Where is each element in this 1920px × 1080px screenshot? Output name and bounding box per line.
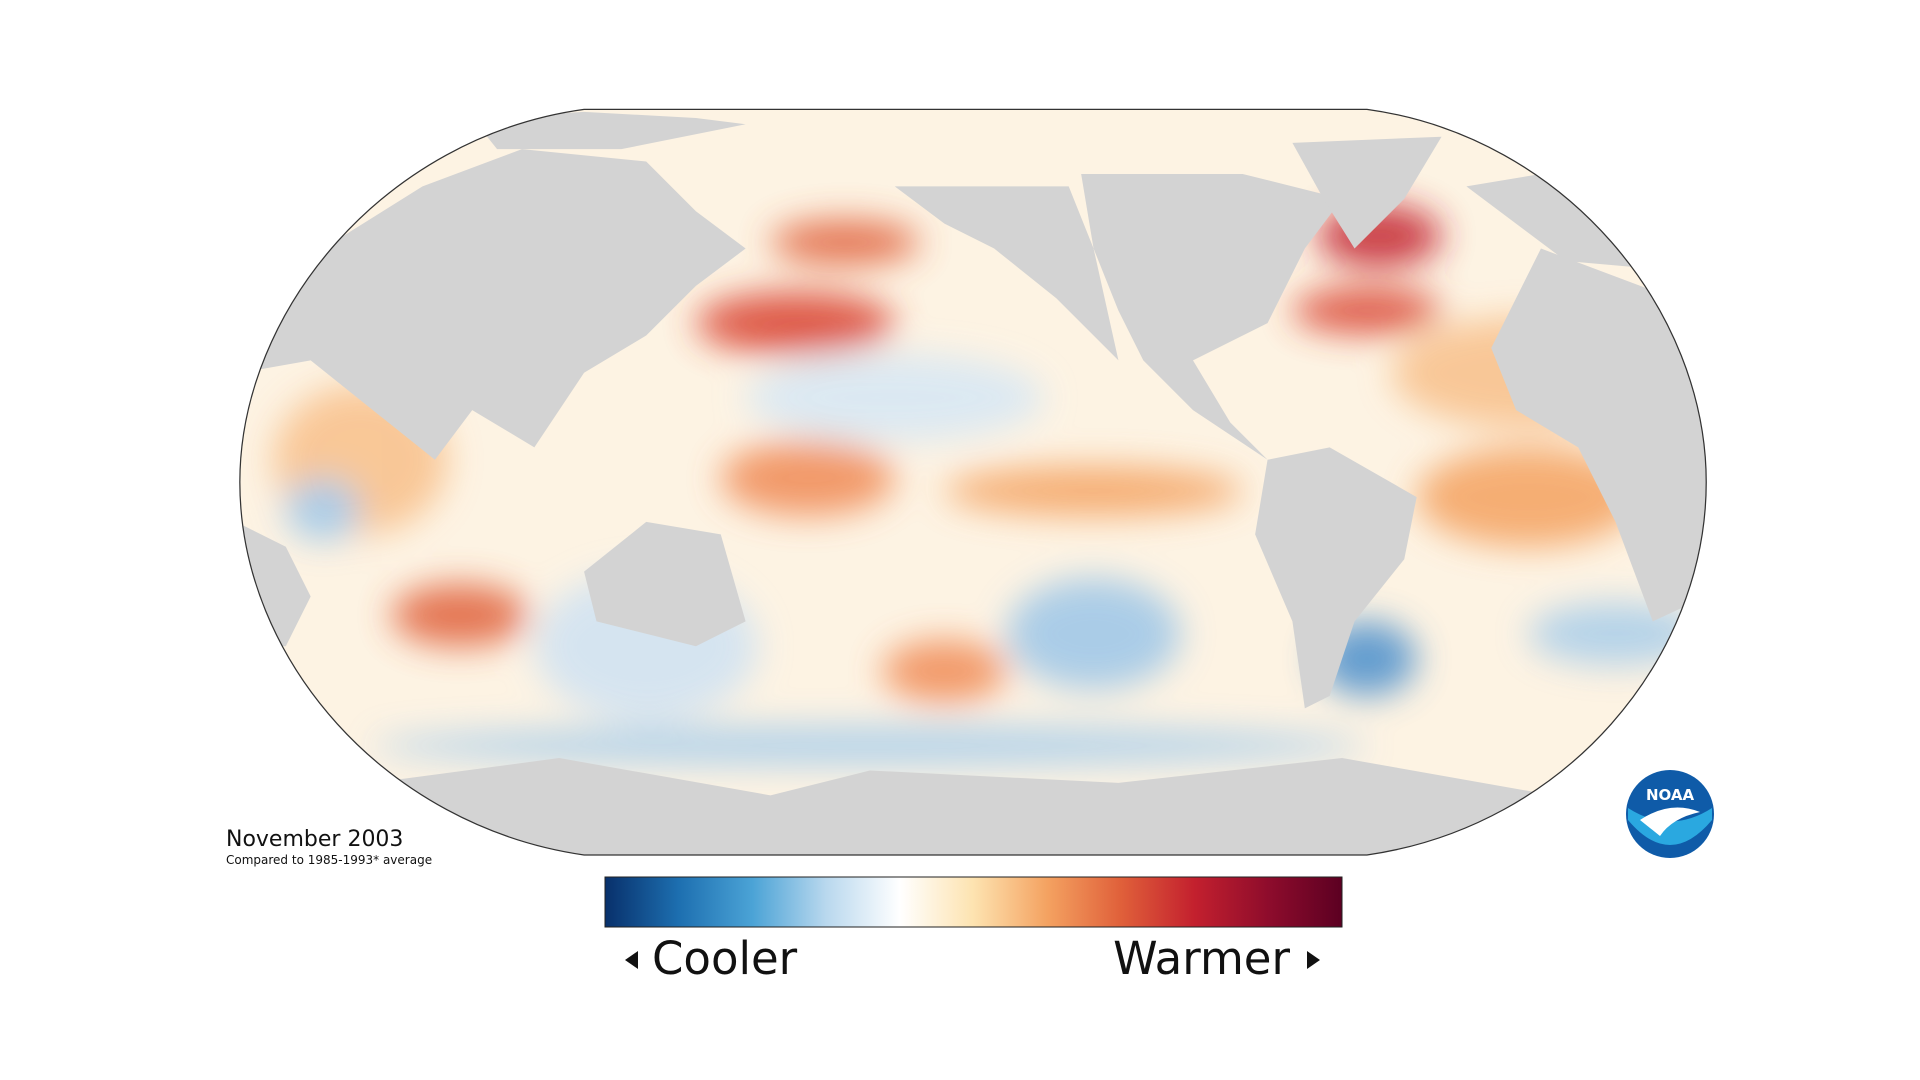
baseline-note: Compared to 1985-1993* average — [226, 853, 432, 867]
warmer-arrow — [1307, 951, 1320, 969]
logo-text: NOAA — [1646, 786, 1695, 804]
land — [239, 111, 1707, 855]
cooler-arrow — [625, 951, 638, 969]
anomaly-field — [273, 205, 1703, 766]
map-outline — [239, 108, 1707, 856]
date-title: November 2003 — [226, 827, 403, 852]
colorbar — [604, 876, 1343, 928]
warmer-label: Warmer — [1113, 932, 1290, 985]
cooler-label: Cooler — [652, 932, 798, 985]
noaa-logo: NOAA — [1626, 770, 1714, 858]
map-area — [239, 108, 1707, 856]
